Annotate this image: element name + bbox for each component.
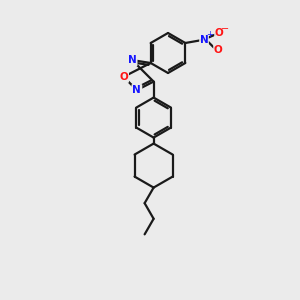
Text: +: + bbox=[207, 30, 214, 39]
Text: O: O bbox=[215, 28, 224, 38]
Text: O: O bbox=[214, 45, 222, 55]
Text: O: O bbox=[119, 72, 128, 82]
Text: N: N bbox=[128, 55, 136, 65]
Text: −: − bbox=[221, 24, 229, 34]
Text: N: N bbox=[200, 35, 208, 45]
Text: N: N bbox=[133, 85, 141, 95]
